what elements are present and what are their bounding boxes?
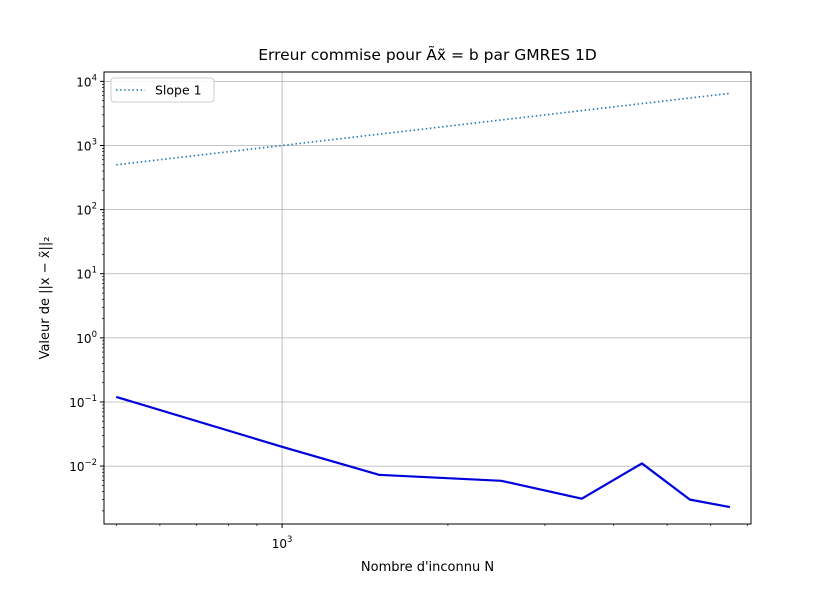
plot-frame [103, 71, 752, 525]
chart-title: Erreur commise pour Ãx̃ = b par GMRES 1D [258, 45, 597, 64]
y-tick-label: 102 [76, 202, 97, 218]
ticks [100, 80, 748, 528]
x-axis-title: Nombre d'inconnu N [361, 560, 494, 575]
y-tick-label: 104 [76, 73, 97, 89]
y-tick-label: 100 [76, 330, 97, 346]
legend-label-slope: Slope 1 [155, 83, 202, 98]
tick-labels: 10−2 10−1 100 101 102 103 104 103 [69, 73, 292, 551]
legend: Slope 1 [110, 77, 215, 103]
series-layer [115, 92, 731, 509]
series-error-line [115, 395, 731, 509]
y-tick-label: 101 [76, 266, 97, 282]
y-axis-title: Valeur de ||x − x̃||₂ [38, 237, 53, 360]
y-tick-label: 10−2 [69, 458, 97, 474]
legend-box [110, 77, 215, 103]
x-tick-label: 103 [272, 535, 293, 551]
y-tick-label: 10−1 [69, 394, 97, 410]
y-tick-label: 103 [76, 137, 97, 153]
grid [104, 72, 751, 524]
